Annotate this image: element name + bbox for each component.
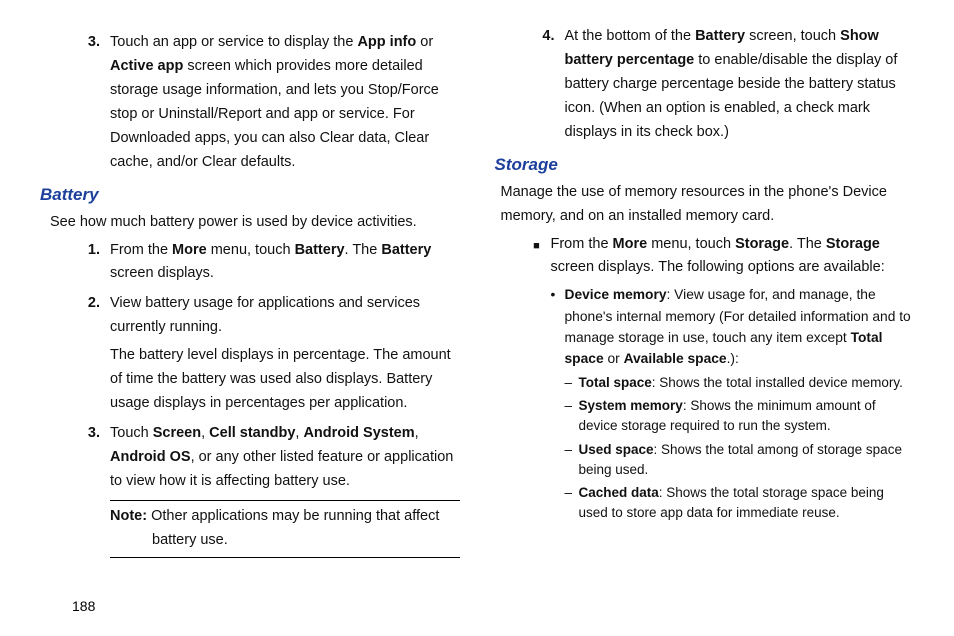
bullet-body: From the More menu, touch Storage. The S…	[551, 233, 915, 281]
step-body: Touch Screen, Cell standby, Android Syst…	[110, 422, 460, 494]
dash-item-cached-data: – Cached data: Shows the total storage s…	[565, 483, 915, 524]
dash-item-used-space: – Used space: Shows the total among of s…	[565, 440, 915, 481]
heading-storage: Storage	[495, 151, 915, 179]
step-number: 1.	[68, 239, 110, 287]
step-number: 3.	[68, 422, 110, 494]
step-body: Touch an app or service to display the A…	[110, 31, 460, 175]
step-number: 3.	[68, 31, 110, 175]
page-container: 3. Touch an app or service to display th…	[0, 0, 954, 636]
dash-item-system-memory: – System memory: Shows the minimum amoun…	[565, 396, 915, 437]
storage-bullet: ■ From the More menu, touch Storage. The…	[523, 233, 915, 281]
square-bullet-icon: ■	[523, 233, 551, 281]
right-column: 4. At the bottom of the Battery screen, …	[495, 25, 915, 616]
step-body: View battery usage for applications and …	[110, 292, 460, 416]
page-number: 188	[72, 598, 95, 614]
list-item-4: 4. At the bottom of the Battery screen, …	[523, 25, 915, 145]
dot-bullet-icon: •	[551, 284, 565, 370]
note-rule-bottom	[110, 557, 460, 558]
left-column: 3. Touch an app or service to display th…	[40, 25, 460, 616]
heading-battery: Battery	[40, 181, 460, 209]
step-number: 2.	[68, 292, 110, 416]
dash-icon: –	[565, 483, 579, 524]
step-body: At the bottom of the Battery screen, tou…	[565, 25, 915, 145]
battery-intro: See how much battery power is used by de…	[50, 211, 460, 235]
dash-icon: –	[565, 440, 579, 481]
battery-step-1: 1. From the More menu, touch Battery. Th…	[68, 239, 460, 287]
storage-intro: Manage the use of memory resources in th…	[501, 181, 915, 229]
step-body: From the More menu, touch Battery. The B…	[110, 239, 460, 287]
dash-item-total-space: – Total space: Shows the total installed…	[565, 373, 915, 393]
step-number: 4.	[523, 25, 565, 145]
battery-step-2: 2. View battery usage for applications a…	[68, 292, 460, 416]
sub-bullet-device-memory: • Device memory: View usage for, and man…	[551, 284, 915, 370]
list-item-3: 3. Touch an app or service to display th…	[68, 31, 460, 175]
note-rule-top	[110, 500, 460, 501]
dash-icon: –	[565, 373, 579, 393]
dash-icon: –	[565, 396, 579, 437]
note-text: Note: Other applications may be running …	[110, 505, 460, 553]
battery-step-3: 3. Touch Screen, Cell standby, Android S…	[68, 422, 460, 494]
